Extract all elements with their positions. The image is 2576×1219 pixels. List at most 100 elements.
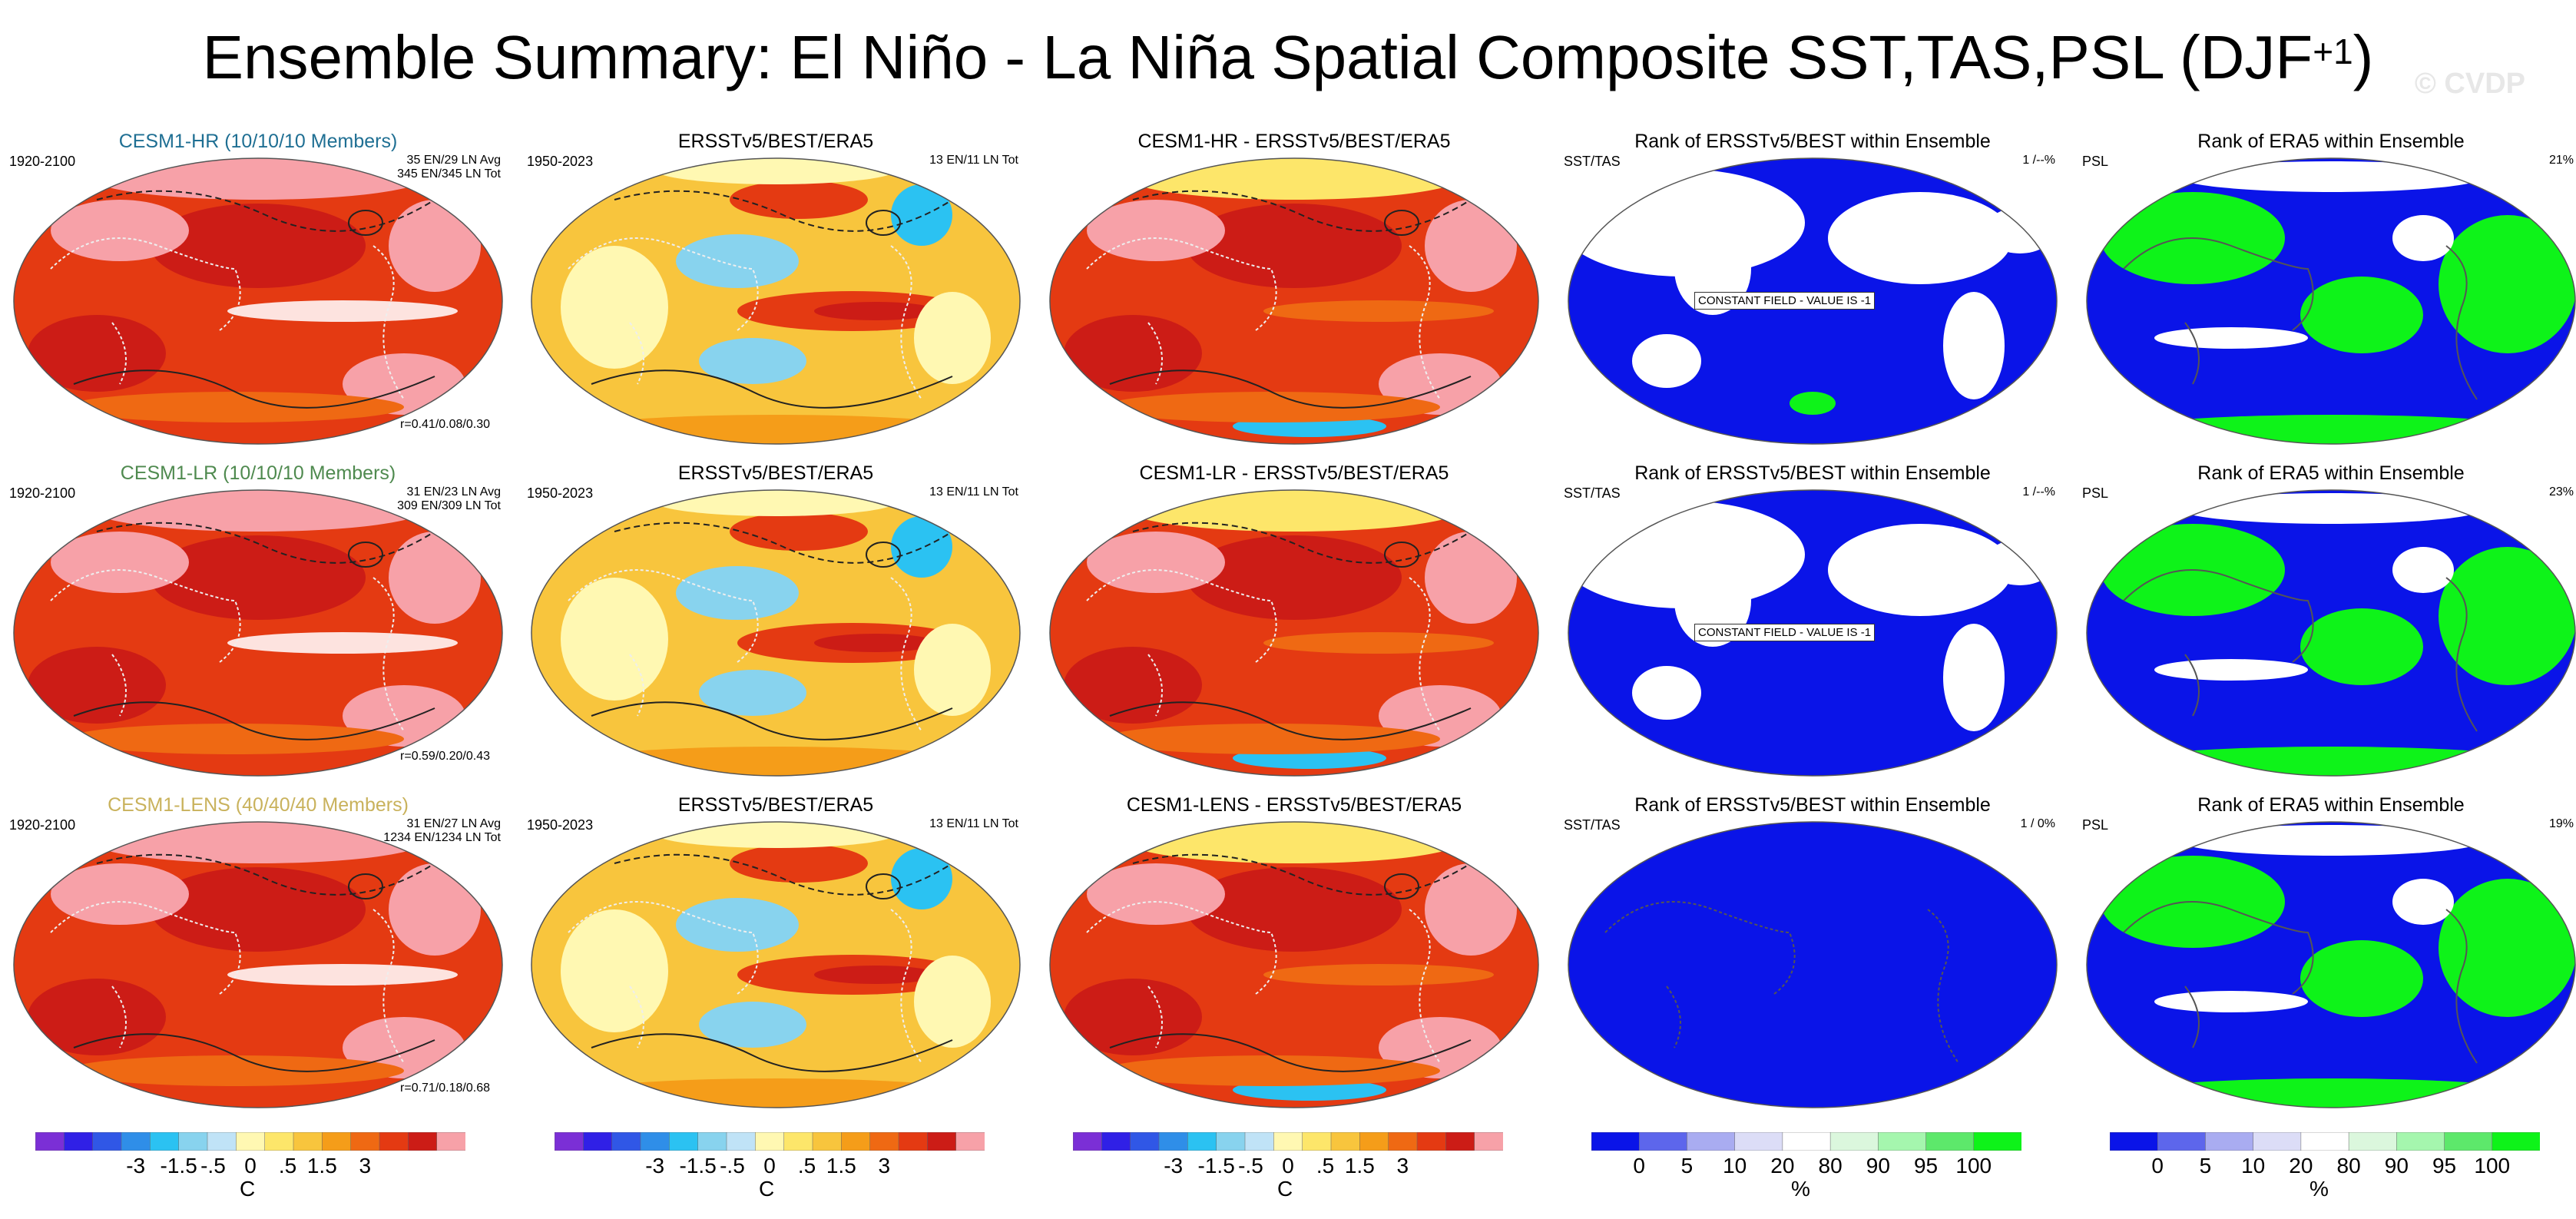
colorbar-swatch — [1302, 1131, 1332, 1151]
colorbar-swatch — [697, 1131, 727, 1151]
colorbar-swatch — [669, 1131, 699, 1151]
panel-obs-row1: ERSSTv5/BEST/ERA5 1950-2023 13 EN/11 LN To… — [522, 131, 1029, 453]
colorbar-temp-3-swatches — [1072, 1131, 1504, 1151]
colorbar-tick-label: 1.5 — [306, 1154, 337, 1178]
colorbar-tick-label: 90 — [1866, 1154, 1890, 1178]
rank-psl-var: PSL — [2082, 154, 2109, 169]
rank-sst-var: SST/TAS — [1564, 485, 1621, 501]
colorbar-swatch — [2205, 1131, 2254, 1151]
colorbar-swatch — [2253, 1131, 2302, 1151]
colorbar-tick-label: 95 — [2432, 1154, 2457, 1178]
colorbar-swatch — [1130, 1131, 1160, 1151]
rank-psl-value: 21% — [2548, 154, 2574, 167]
obs-event-count: 13 EN/11 LN Tot — [929, 154, 1018, 167]
panel-model-row2: CESM1-LR (10/10/10 Members) 1920-2100 31 E… — [5, 462, 512, 785]
panel-diff-row3: CESM1-LENS - ERSSTv5/BEST/ERA5 — [1041, 794, 1548, 1117]
constant-field-note: CONSTANT FIELD - VALUE IS -1 — [1694, 292, 1876, 310]
event-count-line: 31 EN/27 LN Avg — [406, 817, 501, 830]
colorbar-tick-label: -1.5 — [679, 1154, 717, 1178]
colorbar-tick-label: 10 — [1723, 1154, 1747, 1178]
rank-psl-value: 23% — [2548, 485, 2574, 499]
colorbar-tick-label: 10 — [2241, 1154, 2266, 1178]
event-count-line: 31 EN/23 LN Avg — [406, 485, 501, 499]
colorbar-tick-label: -3 — [126, 1154, 146, 1178]
event-counts: 31 EN/27 LN Avg 1234 EN/1234 LN Tot — [383, 817, 501, 845]
map-model — [13, 821, 503, 1108]
colorbar-rank-2-swatches — [2109, 1131, 2541, 1151]
colorbar-unit: C — [759, 1177, 775, 1201]
colorbar-swatch — [841, 1131, 871, 1151]
rank-psl-var: PSL — [2082, 485, 2109, 501]
colorbar-unit: C — [1277, 1177, 1293, 1201]
colorbar-swatch — [64, 1131, 94, 1151]
colorbar-swatch — [1273, 1131, 1303, 1151]
colorbar-rank-1: 0 5 10 20 80 90 95 100% — [1591, 1131, 2022, 1209]
panel-rank1-row3: Rank of ERSSTv5/BEST within Ensemble SST/… — [1559, 794, 2066, 1117]
colorbar-swatch — [640, 1131, 670, 1151]
colorbar-swatch — [955, 1131, 985, 1151]
colorbar-tick-label: 1.5 — [1344, 1154, 1375, 1178]
panel-rank1-row1: Rank of ERSSTv5/BEST within Ensemble SST/… — [1559, 131, 2066, 453]
colorbar-swatch — [2109, 1131, 2158, 1151]
colorbar-tick-label: .5 — [797, 1154, 816, 1178]
panel-diff-row1: CESM1-HR - ERSSTv5/BEST/ERA5 — [1041, 131, 1548, 453]
rank-sst-title: Rank of ERSSTv5/BEST within Ensemble — [1634, 131, 1991, 152]
colorbar-tick-label: .5 — [278, 1154, 297, 1178]
event-counts: 31 EN/23 LN Avg 309 EN/309 LN Tot — [397, 485, 501, 513]
colorbar-rank-2: 0 5 10 20 80 90 95 100% — [2109, 1131, 2541, 1209]
colorbar-swatch — [1101, 1131, 1131, 1151]
constant-field-note: CONSTANT FIELD - VALUE IS -1 — [1694, 624, 1876, 641]
colorbar-temp-3: -3 -1.5 -.5 0 .5 1.5 3 C — [1072, 1131, 1504, 1209]
map-model — [13, 157, 503, 445]
event-counts: 35 EN/29 LN Avg 345 EN/345 LN Tot — [397, 154, 501, 181]
map-diff — [1049, 157, 1539, 445]
model-label: CESM1-LENS (40/40/40 Members) — [108, 794, 409, 816]
panel-rank1-row2: Rank of ERSSTv5/BEST within Ensemble SST/… — [1559, 462, 2066, 785]
colorbar-swatch — [264, 1131, 294, 1151]
colorbar-swatch — [121, 1131, 151, 1151]
colorbar-tick-label: 20 — [1770, 1154, 1795, 1178]
colorbar-swatch — [1388, 1131, 1418, 1151]
colorbar-swatch — [869, 1131, 899, 1151]
period-label: 1920-2100 — [9, 154, 76, 169]
colorbar-tick-label: 0 — [1282, 1154, 1294, 1178]
colorbar-unit: C — [240, 1177, 256, 1201]
colorbar-tick-label: -.5 — [200, 1154, 226, 1178]
event-count-line: 309 EN/309 LN Tot — [397, 499, 501, 512]
obs-title: ERSSTv5/BEST/ERA5 — [677, 794, 874, 816]
colorbar-tick-label: 0 — [2151, 1154, 2164, 1178]
colorbar-swatch — [2396, 1131, 2445, 1151]
colorbar-rank-1-swatches — [1591, 1131, 2022, 1151]
model-label: CESM1-HR (10/10/10 Members) — [118, 131, 398, 152]
rank-psl-title: Rank of ERA5 within Ensemble — [2197, 794, 2465, 816]
colorbar-swatch — [2444, 1131, 2493, 1151]
colorbar-tick-label: 20 — [2289, 1154, 2313, 1178]
panel-model-row1: CESM1-HR (10/10/10 Members) 1920-2100 35 E… — [5, 131, 512, 453]
map-obs — [531, 489, 1021, 777]
colorbar-swatch — [611, 1131, 641, 1151]
map-obs — [531, 157, 1021, 445]
panel-obs-row3: ERSSTv5/BEST/ERA5 1950-2023 13 EN/11 LN To… — [522, 794, 1029, 1117]
colorbar-temp-2: -3 -1.5 -.5 0 .5 1.5 3 C — [554, 1131, 985, 1209]
colorbar-swatch — [150, 1131, 180, 1151]
colorbar-swatch — [2300, 1131, 2349, 1151]
colorbar-swatch — [293, 1131, 323, 1151]
obs-event-count: 13 EN/11 LN Tot — [929, 817, 1018, 830]
diff-title: CESM1-LR - ERSSTv5/BEST/ERA5 — [1139, 462, 1449, 484]
rank-sst-var: SST/TAS — [1564, 154, 1621, 169]
map-obs — [531, 821, 1021, 1108]
colorbar-swatch — [783, 1131, 813, 1151]
colorbar-tick-label: -1.5 — [1197, 1154, 1235, 1178]
colorbar-swatch — [1973, 1131, 2022, 1151]
colorbar-swatch — [1445, 1131, 1475, 1151]
colorbar-swatch — [178, 1131, 208, 1151]
colorbar-swatch — [207, 1131, 237, 1151]
colorbar-swatch — [1359, 1131, 1389, 1151]
colorbar-tick-label: 0 — [763, 1154, 776, 1178]
colorbar-swatch — [1216, 1131, 1246, 1151]
pattern-correlation: r=0.71/0.18/0.68 — [400, 1082, 490, 1095]
colorbar-swatch — [1638, 1131, 1688, 1151]
rank-psl-title: Rank of ERA5 within Ensemble — [2197, 131, 2465, 152]
obs-period: 1950-2023 — [527, 154, 594, 169]
map-rank2 — [2086, 489, 2576, 777]
